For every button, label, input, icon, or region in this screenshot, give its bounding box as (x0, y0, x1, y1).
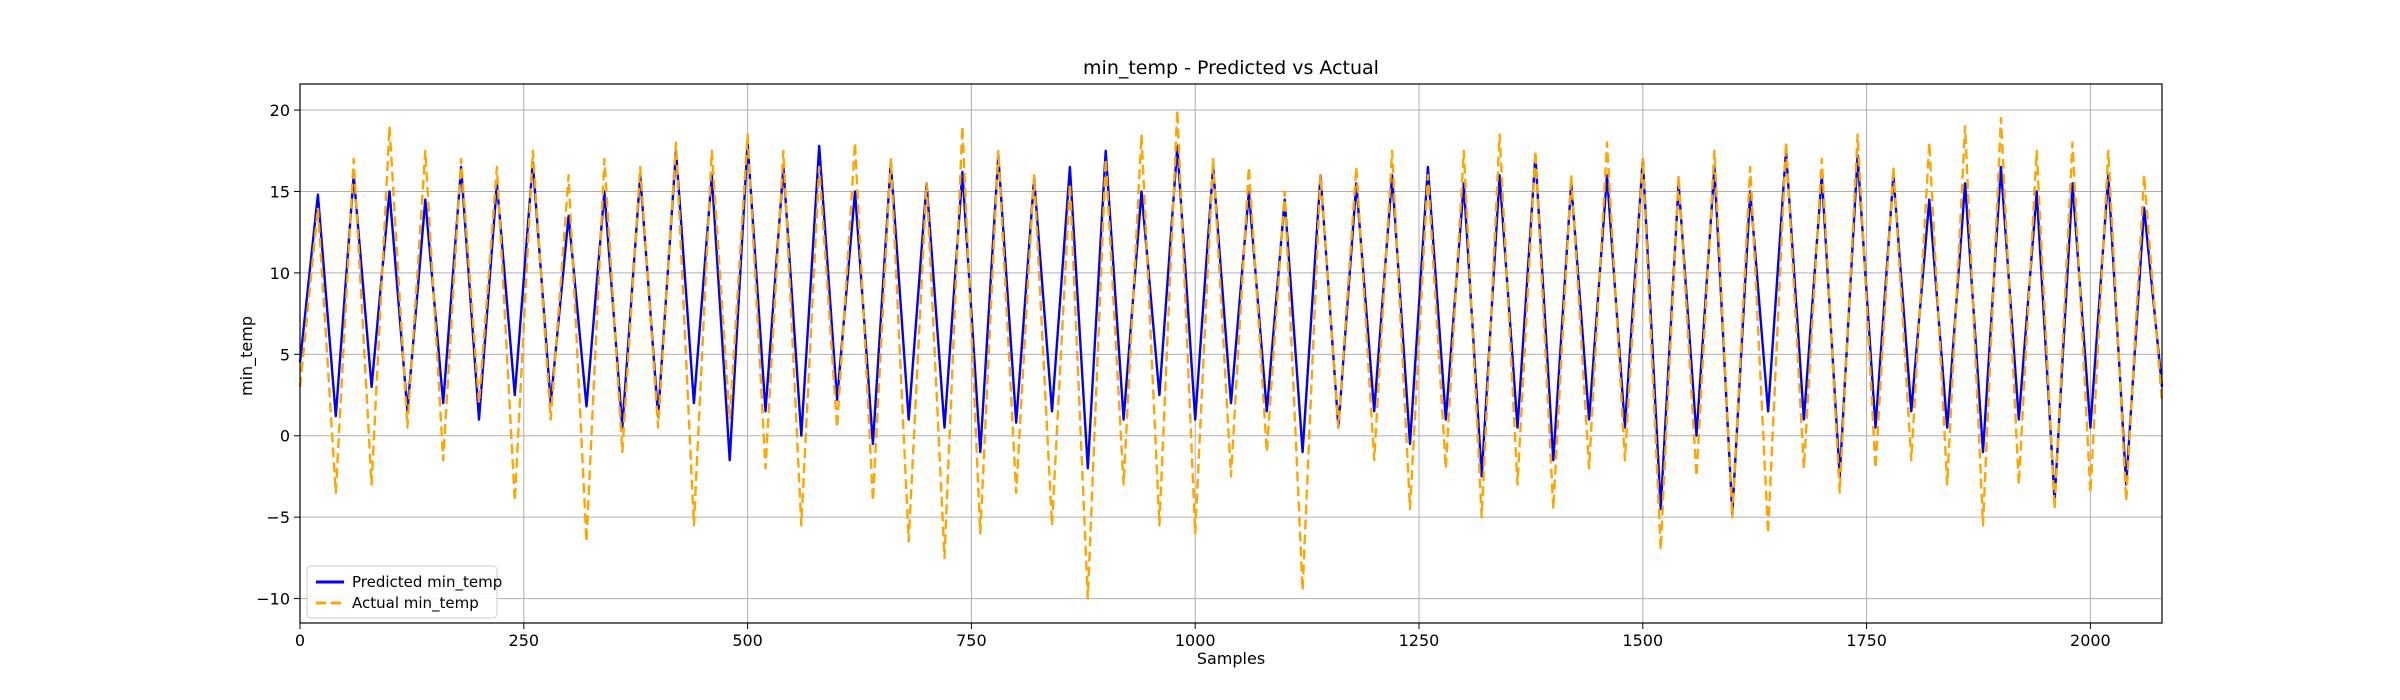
x-tick-label: 2000 (2070, 631, 2111, 650)
x-tick-label: 250 (509, 631, 540, 650)
x-tick-label: 1500 (1622, 631, 1663, 650)
x-tick-label: 1750 (1846, 631, 1887, 650)
y-tick-label: 10 (270, 264, 290, 283)
legend: Predicted min_temp Actual min_temp (306, 565, 502, 619)
x-tick-label: 500 (732, 631, 763, 650)
legend-label-predicted: Predicted min_temp (352, 573, 502, 592)
x-tick-label: 1250 (1399, 631, 1440, 650)
y-tick-label: 0 (280, 427, 290, 446)
chart-title: min_temp - Predicted vs Actual (1083, 57, 1379, 79)
x-tick-label: 0 (295, 631, 305, 650)
y-tick-label: 20 (270, 101, 290, 120)
x-tick-label: 1000 (1175, 631, 1216, 650)
legend-label-actual: Actual min_temp (352, 594, 479, 613)
y-tick-label: 15 (270, 182, 290, 201)
predicted-series-line (298, 141, 2164, 516)
x-tick-label: 750 (956, 631, 987, 650)
plot-frame (299, 83, 2163, 624)
series-layer (298, 108, 2164, 600)
actual-series-line (298, 108, 2164, 600)
y-tick-label: 5 (280, 345, 290, 364)
x-axis-title: Samples (1197, 649, 1265, 668)
y-tick-label: −10 (256, 590, 290, 609)
y-axis-title: min_temp (237, 316, 257, 396)
y-tick-label: −5 (266, 508, 290, 527)
legend-box (306, 565, 498, 619)
ticks: 0 250 500 750 1000 1250 1500 1750 2000 −10 −5 0 5 10 1… (256, 101, 2111, 650)
